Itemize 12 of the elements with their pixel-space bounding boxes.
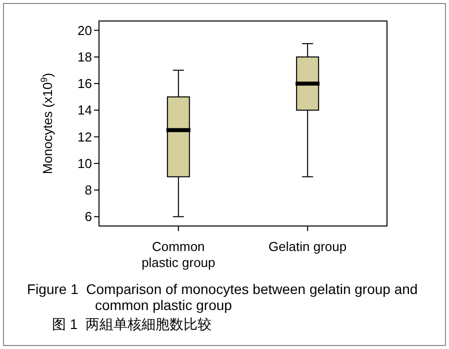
x-tick-label: Common plastic group xyxy=(142,239,216,270)
y-tick-label: 12 xyxy=(78,129,92,144)
text: Figure 1 Comparison of monocytes between gelatin group and common plastic group xyxy=(27,281,419,313)
y-tick-label: 14 xyxy=(78,102,92,118)
y-tick-label: 18 xyxy=(78,49,92,64)
text: 图 1 两組单核細胞数比较 xyxy=(52,316,212,332)
y-tick-label: 16 xyxy=(78,76,92,92)
y-tick-label: 20 xyxy=(78,22,92,38)
y-tick-label: 10 xyxy=(78,156,92,171)
y-tick-label: 6 xyxy=(84,209,92,224)
y-tick-label: 8 xyxy=(84,182,92,198)
x-tick-label: Gelatin group xyxy=(268,239,347,254)
